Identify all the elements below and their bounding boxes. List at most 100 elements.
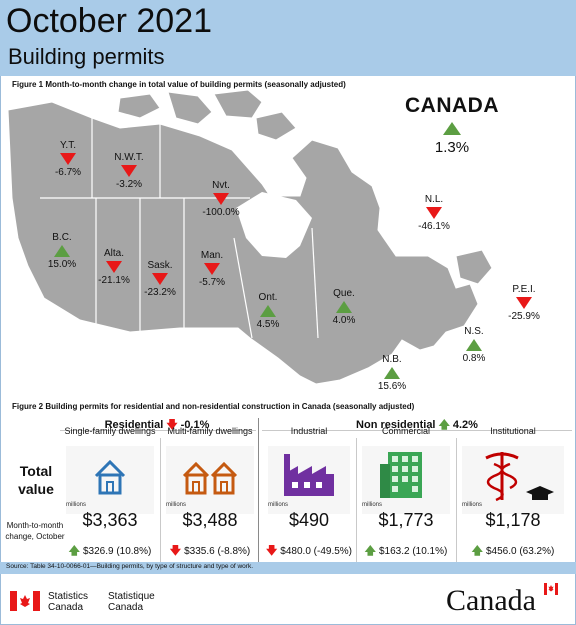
province-que: Que. 4.0% xyxy=(322,288,366,326)
divider xyxy=(356,438,357,562)
icon-panel xyxy=(268,446,350,514)
divider xyxy=(262,430,572,431)
province-alta: Alta. -21.1% xyxy=(92,248,136,286)
column-change: 🡇 $335.6 (-8.8%) xyxy=(160,542,260,561)
up-arrow-icon: 🡅 xyxy=(364,545,376,557)
page-subtitle: Building permits xyxy=(8,44,165,69)
column-change: 🡅 $326.9 (10.8%) xyxy=(60,542,160,561)
province-name: Man. xyxy=(200,250,224,261)
arctic-islands-shape xyxy=(117,89,297,141)
stats-fr-line2: Canada xyxy=(108,602,144,613)
hudson-bay-shape xyxy=(236,192,312,258)
wordmark-flag-icon xyxy=(544,583,558,595)
icon-panel xyxy=(362,446,450,514)
divider xyxy=(456,438,457,562)
change-value: $335.6 (-8.8%) xyxy=(184,546,251,557)
province-yt: Y.T. -6.7% xyxy=(46,140,90,178)
down-arrow-icon xyxy=(516,297,532,309)
column-change: 🡅 $456.0 (63.2%) xyxy=(456,542,570,561)
column-label: Commercial xyxy=(381,426,430,436)
up-arrow-icon xyxy=(54,245,70,257)
down-arrow-icon: 🡇 xyxy=(166,419,178,431)
down-arrow-icon: 🡇 xyxy=(169,545,182,557)
month-change-label: Month-to-month change, October xyxy=(5,521,65,541)
up-arrow-icon xyxy=(443,122,461,135)
column-label: Single-family dwellings xyxy=(64,426,156,436)
column-label: Institutional xyxy=(490,426,536,436)
icon-panel xyxy=(166,446,254,514)
province-value: 15.6% xyxy=(377,381,407,392)
province-value: 0.8% xyxy=(462,353,486,364)
province-ont: Ont. 4.5% xyxy=(246,292,290,330)
unit-label: millions xyxy=(462,502,483,508)
province-name: P.E.I. xyxy=(512,284,536,295)
source-text: Source: Table 34-10-0066-01—Building per… xyxy=(6,563,254,570)
column-amount: $3,488 xyxy=(182,510,238,530)
unit-label: millions xyxy=(362,502,383,508)
canada-value: 1.3% xyxy=(434,139,470,156)
province-name: N.L. xyxy=(424,194,444,205)
page-title: October 2021 xyxy=(6,2,213,40)
canada-flag-icon xyxy=(10,591,40,611)
province-name: Y.T. xyxy=(60,140,76,151)
province-value: -23.2% xyxy=(144,287,176,298)
down-arrow-icon xyxy=(106,261,122,273)
canada-label: CANADA xyxy=(405,94,499,117)
province-pei: P.E.I. -25.9% xyxy=(502,284,546,322)
column-label: Industrial xyxy=(290,426,328,436)
column-label: Multi-family dwellings xyxy=(167,426,253,436)
province-nwt: N.W.T. -3.2% xyxy=(104,152,154,190)
province-sask: Sask. -23.2% xyxy=(138,260,182,298)
province-value: 4.0% xyxy=(332,315,356,326)
province-name: Nvt. xyxy=(212,180,230,191)
province-value: -6.7% xyxy=(54,167,82,178)
province-bc: B.C. 15.0% xyxy=(40,232,84,270)
province-name: Que. xyxy=(333,288,355,299)
change-value: $480.0 (-49.5%) xyxy=(280,546,353,557)
down-arrow-icon xyxy=(426,207,442,219)
multi-family-column: Multi-family dwellings millions $3,488 🡇… xyxy=(160,424,260,564)
icon-panel xyxy=(462,446,564,514)
province-value: -46.1% xyxy=(418,221,450,232)
commercial-column: Commercial millions $1,773 🡅 $163.2 (10.1… xyxy=(356,424,456,564)
non-residential-header: Non residential 🡅 4.2% xyxy=(262,416,572,435)
down-arrow-icon: 🡇 xyxy=(265,545,278,557)
icon-panel xyxy=(66,446,154,514)
source-bar: Source: Table 34-10-0066-01—Building per… xyxy=(0,562,576,574)
unit-label: millions xyxy=(66,502,87,508)
divider xyxy=(60,430,256,431)
column-amount: $3,363 xyxy=(82,510,138,530)
newfoundland-shape xyxy=(455,249,493,285)
non-residential-change: 4.2% xyxy=(452,419,478,431)
province-value: -100.0% xyxy=(202,207,240,218)
change-value: $456.0 (63.2%) xyxy=(485,546,555,557)
stats-en-line1: Statistics xyxy=(48,591,89,602)
houses-icon xyxy=(182,461,238,495)
province-value: 15.0% xyxy=(47,259,77,270)
down-arrow-icon xyxy=(121,165,137,177)
column-amount: $1,773 xyxy=(378,510,434,530)
office-building-icon xyxy=(380,452,422,498)
unit-label: millions xyxy=(166,502,187,508)
up-arrow-icon: 🡅 xyxy=(438,419,450,431)
up-arrow-icon xyxy=(466,339,482,351)
stats-en-line2: Canada xyxy=(48,602,84,613)
canada-total: CANADA 1.3% xyxy=(400,94,504,156)
residential-label: Residential xyxy=(104,419,164,431)
figure2-section: Residential 🡇 -0.1% Non residential 🡅 4.2%… xyxy=(0,404,576,562)
province-name: B.C. xyxy=(52,232,72,243)
factory-icon xyxy=(284,454,334,496)
caduceus-icon xyxy=(485,452,554,502)
province-nb: N.B. 15.6% xyxy=(370,354,414,392)
column-amount: $1,178 xyxy=(485,510,541,530)
column-amount: $490 xyxy=(288,510,330,530)
province-ns: N.S. 0.8% xyxy=(452,326,496,364)
unit-label: millions xyxy=(268,502,289,508)
down-arrow-icon xyxy=(152,273,168,285)
header-banner: October 2021 Building permits xyxy=(0,0,576,76)
change-value: $163.2 (10.1%) xyxy=(378,546,448,557)
province-value: 4.5% xyxy=(256,319,280,330)
change-value: $326.9 (10.8%) xyxy=(82,546,152,557)
divider xyxy=(160,438,161,562)
divider xyxy=(258,418,259,562)
